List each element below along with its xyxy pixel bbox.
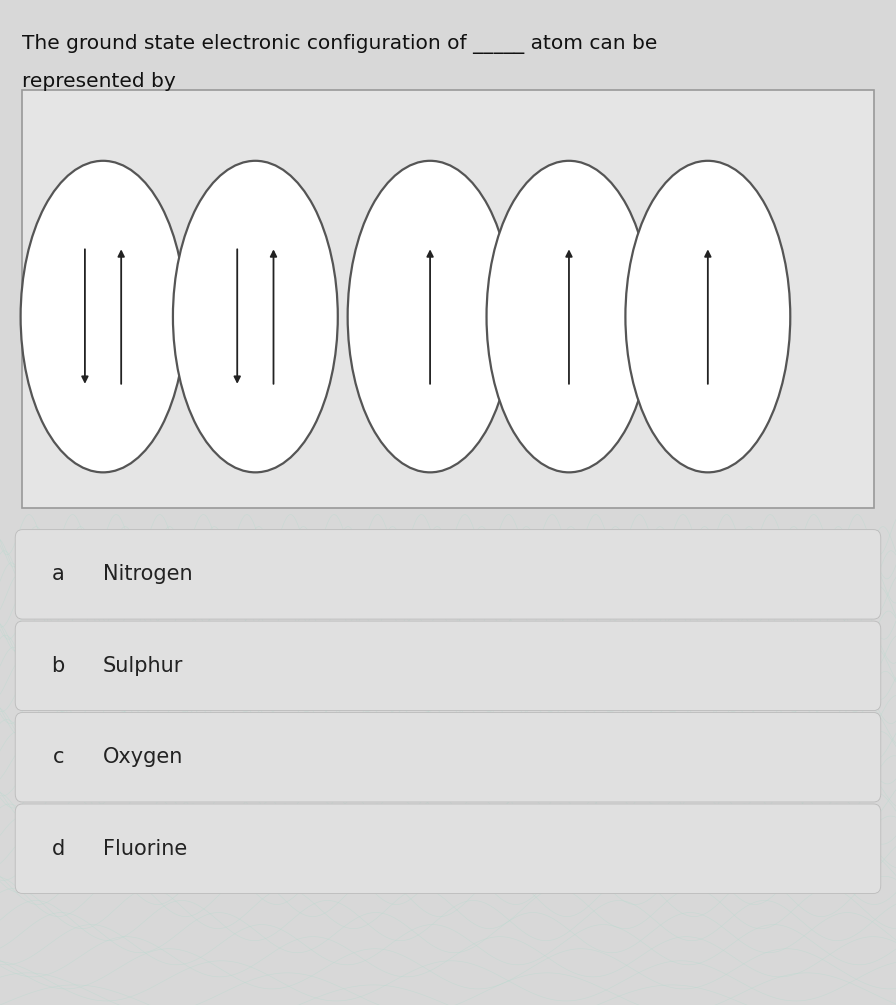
Ellipse shape [348,161,513,472]
FancyBboxPatch shape [15,713,881,802]
Text: c: c [53,748,64,767]
FancyBboxPatch shape [22,90,874,508]
Text: Oxygen: Oxygen [103,748,184,767]
Ellipse shape [625,161,790,472]
Text: represented by: represented by [22,72,177,91]
FancyBboxPatch shape [15,804,881,893]
FancyBboxPatch shape [15,621,881,711]
Text: b: b [52,656,65,675]
Ellipse shape [487,161,651,472]
Text: Sulphur: Sulphur [103,656,184,675]
Text: The ground state electronic configuration of _____ atom can be: The ground state electronic configuratio… [22,34,658,54]
Text: Nitrogen: Nitrogen [103,565,193,584]
Text: a: a [52,565,65,584]
Ellipse shape [173,161,338,472]
FancyBboxPatch shape [15,530,881,619]
Text: d: d [52,839,65,858]
Text: Fluorine: Fluorine [103,839,187,858]
Ellipse shape [21,161,185,472]
